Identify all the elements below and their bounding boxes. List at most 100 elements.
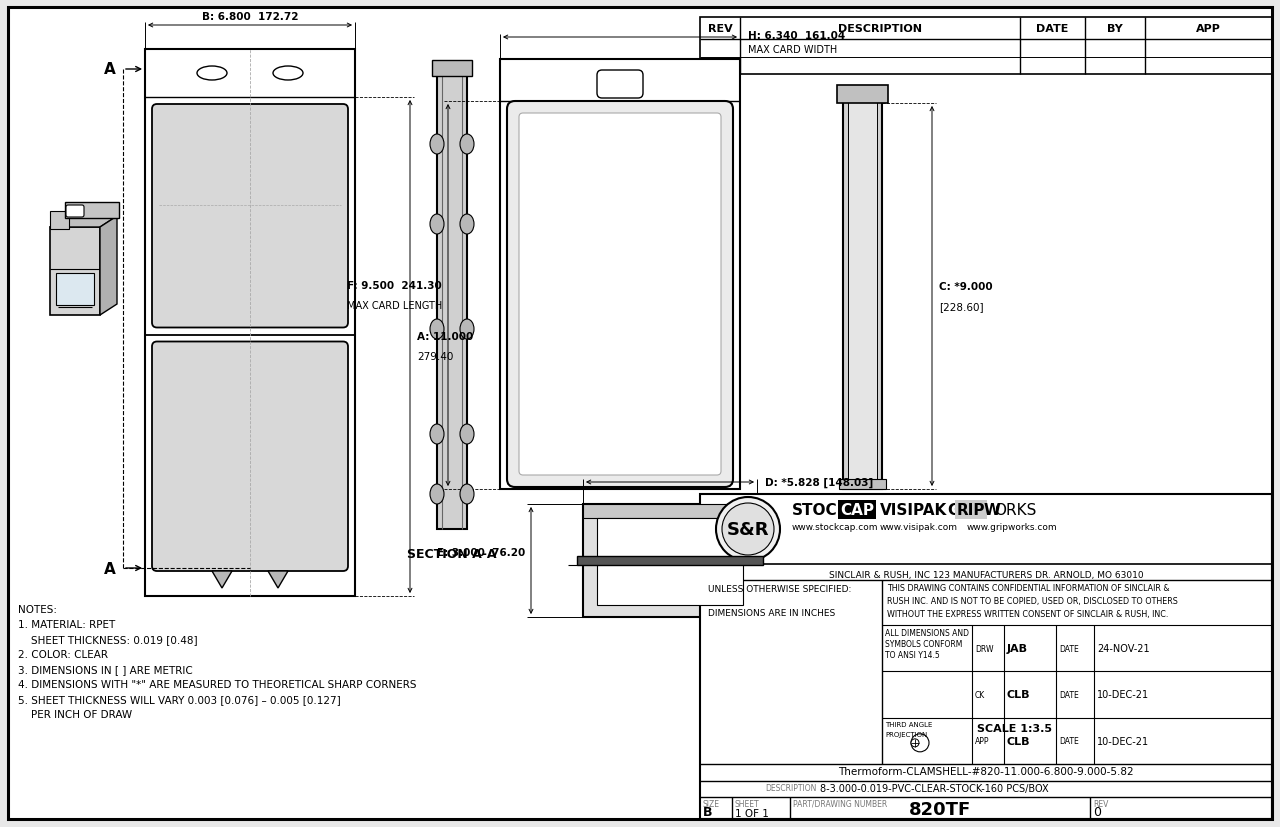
Text: A: A bbox=[104, 561, 116, 576]
Text: NOTES:: NOTES: bbox=[18, 605, 58, 614]
Text: ORKS: ORKS bbox=[995, 502, 1037, 518]
Polygon shape bbox=[100, 217, 116, 316]
Ellipse shape bbox=[430, 485, 444, 504]
Text: REV: REV bbox=[708, 24, 732, 34]
Text: A: A bbox=[104, 62, 116, 78]
Bar bbox=[700, 495, 1272, 819]
Text: MAX CARD LENGTH: MAX CARD LENGTH bbox=[347, 301, 442, 311]
Text: DRW: DRW bbox=[975, 644, 993, 653]
Text: 820TF: 820TF bbox=[909, 800, 972, 818]
Text: JAB: JAB bbox=[1007, 643, 1028, 653]
Ellipse shape bbox=[460, 485, 474, 504]
Text: 10-DEC-21: 10-DEC-21 bbox=[1097, 736, 1149, 746]
Text: 3. DIMENSIONS IN [ ] ARE METRIC: 3. DIMENSIONS IN [ ] ARE METRIC bbox=[18, 664, 193, 674]
Text: C: *9.000: C: *9.000 bbox=[940, 282, 992, 292]
Bar bbox=[500, 60, 740, 490]
Text: E: 3.000  76.20: E: 3.000 76.20 bbox=[436, 547, 525, 558]
Text: APP: APP bbox=[1196, 24, 1221, 34]
Text: THIRD ANGLE: THIRD ANGLE bbox=[884, 721, 932, 727]
Bar bbox=[145, 50, 355, 596]
Text: RUSH INC. AND IS NOT TO BE COPIED, USED OR, DISCLOSED TO OTHERS: RUSH INC. AND IS NOT TO BE COPIED, USED … bbox=[887, 596, 1178, 605]
Text: A: 11.000: A: 11.000 bbox=[417, 332, 474, 342]
Ellipse shape bbox=[197, 67, 227, 81]
Text: F: 9.500  241.30: F: 9.500 241.30 bbox=[347, 280, 442, 290]
Text: B: B bbox=[703, 805, 713, 818]
Text: THIS DRAWING CONTAINS CONFIDENTIAL INFORMATION OF SINCLAIR &: THIS DRAWING CONTAINS CONFIDENTIAL INFOR… bbox=[887, 583, 1170, 592]
Text: B: 6.800  172.72: B: 6.800 172.72 bbox=[202, 12, 298, 22]
Bar bbox=[837, 86, 888, 104]
FancyBboxPatch shape bbox=[152, 105, 348, 328]
Ellipse shape bbox=[460, 215, 474, 235]
Text: 0: 0 bbox=[1093, 805, 1101, 818]
Text: SECTION A-A: SECTION A-A bbox=[407, 547, 497, 561]
Ellipse shape bbox=[460, 319, 474, 340]
Text: APP: APP bbox=[975, 736, 989, 745]
Polygon shape bbox=[212, 571, 232, 588]
Text: STOCK: STOCK bbox=[792, 502, 850, 518]
Text: H: 6.340  161.04: H: 6.340 161.04 bbox=[748, 31, 845, 41]
Text: PART/DRAWING NUMBER: PART/DRAWING NUMBER bbox=[794, 799, 887, 808]
FancyBboxPatch shape bbox=[152, 342, 348, 571]
Text: DATE: DATE bbox=[1059, 736, 1079, 745]
Ellipse shape bbox=[460, 135, 474, 155]
Text: SHEET THICKNESS: 0.019 [0.48]: SHEET THICKNESS: 0.019 [0.48] bbox=[18, 634, 197, 644]
Text: UNLESS OTHERWISE SPECIFIED:: UNLESS OTHERWISE SPECIFIED: bbox=[708, 585, 851, 593]
Text: SINCLAIR & RUSH, INC 123 MANUFACTURERS DR. ARNOLD, MO 63010: SINCLAIR & RUSH, INC 123 MANUFACTURERS D… bbox=[828, 571, 1143, 579]
Text: 279.40: 279.40 bbox=[417, 352, 453, 362]
Bar bbox=[700, 18, 1272, 75]
Text: 5. SHEET THICKNESS WILL VARY 0.003 [0.076] – 0.005 [0.127]: 5. SHEET THICKNESS WILL VARY 0.003 [0.07… bbox=[18, 694, 340, 704]
Text: S&R: S&R bbox=[727, 520, 769, 538]
Polygon shape bbox=[50, 217, 116, 227]
Bar bbox=[433, 61, 472, 77]
Text: CK: CK bbox=[975, 691, 986, 699]
Polygon shape bbox=[268, 571, 288, 588]
Text: PROJECTION: PROJECTION bbox=[884, 731, 927, 737]
Ellipse shape bbox=[430, 215, 444, 235]
Text: [228.60]: [228.60] bbox=[940, 302, 983, 312]
Text: DATE: DATE bbox=[1059, 691, 1079, 699]
Circle shape bbox=[911, 739, 919, 747]
Bar bbox=[56, 274, 93, 306]
Text: DATE: DATE bbox=[1037, 24, 1069, 34]
Text: DATE: DATE bbox=[1059, 644, 1079, 653]
Bar bbox=[582, 504, 756, 617]
Bar bbox=[50, 227, 100, 316]
Text: G: G bbox=[947, 502, 960, 518]
Ellipse shape bbox=[273, 67, 303, 81]
Text: 24-NOV-21: 24-NOV-21 bbox=[1097, 643, 1149, 653]
Ellipse shape bbox=[460, 424, 474, 444]
FancyBboxPatch shape bbox=[67, 206, 84, 218]
Text: SIZE: SIZE bbox=[703, 799, 719, 808]
Ellipse shape bbox=[430, 135, 444, 155]
Text: ALL DIMENSIONS AND: ALL DIMENSIONS AND bbox=[884, 629, 969, 638]
Circle shape bbox=[716, 497, 780, 562]
Text: BY: BY bbox=[1107, 24, 1123, 34]
Text: SCALE 1:3.5: SCALE 1:3.5 bbox=[977, 723, 1052, 733]
Text: www.visipak.com: www.visipak.com bbox=[879, 523, 957, 532]
Text: www.stockcap.com: www.stockcap.com bbox=[792, 523, 878, 532]
Text: 8-3.000-0.019-PVC-CLEAR-STOCK-160 PCS/BOX: 8-3.000-0.019-PVC-CLEAR-STOCK-160 PCS/BO… bbox=[820, 783, 1048, 793]
Bar bbox=[577, 557, 763, 566]
Text: 2. COLOR: CLEAR: 2. COLOR: CLEAR bbox=[18, 649, 108, 659]
Circle shape bbox=[911, 734, 929, 752]
Bar bbox=[838, 480, 886, 490]
Text: TO ANSI Y14.5: TO ANSI Y14.5 bbox=[884, 650, 940, 659]
Text: REV: REV bbox=[1093, 799, 1108, 808]
Bar bbox=[65, 203, 119, 218]
Ellipse shape bbox=[430, 319, 444, 340]
Bar bbox=[436, 63, 467, 529]
Text: 4. DIMENSIONS WITH "*" ARE MEASURED TO THEORETICAL SHARP CORNERS: 4. DIMENSIONS WITH "*" ARE MEASURED TO T… bbox=[18, 679, 416, 689]
FancyBboxPatch shape bbox=[596, 71, 643, 99]
Bar bbox=[847, 93, 877, 485]
Bar bbox=[582, 504, 756, 519]
Text: www.gripworks.com: www.gripworks.com bbox=[966, 523, 1057, 532]
Text: VISIPAK: VISIPAK bbox=[879, 502, 947, 518]
Text: CAP: CAP bbox=[840, 502, 874, 518]
Text: PER INCH OF DRAW: PER INCH OF DRAW bbox=[18, 709, 132, 719]
Text: MAX CARD WIDTH: MAX CARD WIDTH bbox=[748, 45, 837, 55]
Text: RIP: RIP bbox=[957, 502, 986, 518]
FancyBboxPatch shape bbox=[507, 102, 733, 487]
Text: WITHOUT THE EXPRESS WRITTEN CONSENT OF SINCLAIR & RUSH, INC.: WITHOUT THE EXPRESS WRITTEN CONSENT OF S… bbox=[887, 609, 1169, 619]
Text: CLB: CLB bbox=[1007, 690, 1030, 700]
Text: SYMBOLS CONFORM: SYMBOLS CONFORM bbox=[884, 639, 963, 648]
